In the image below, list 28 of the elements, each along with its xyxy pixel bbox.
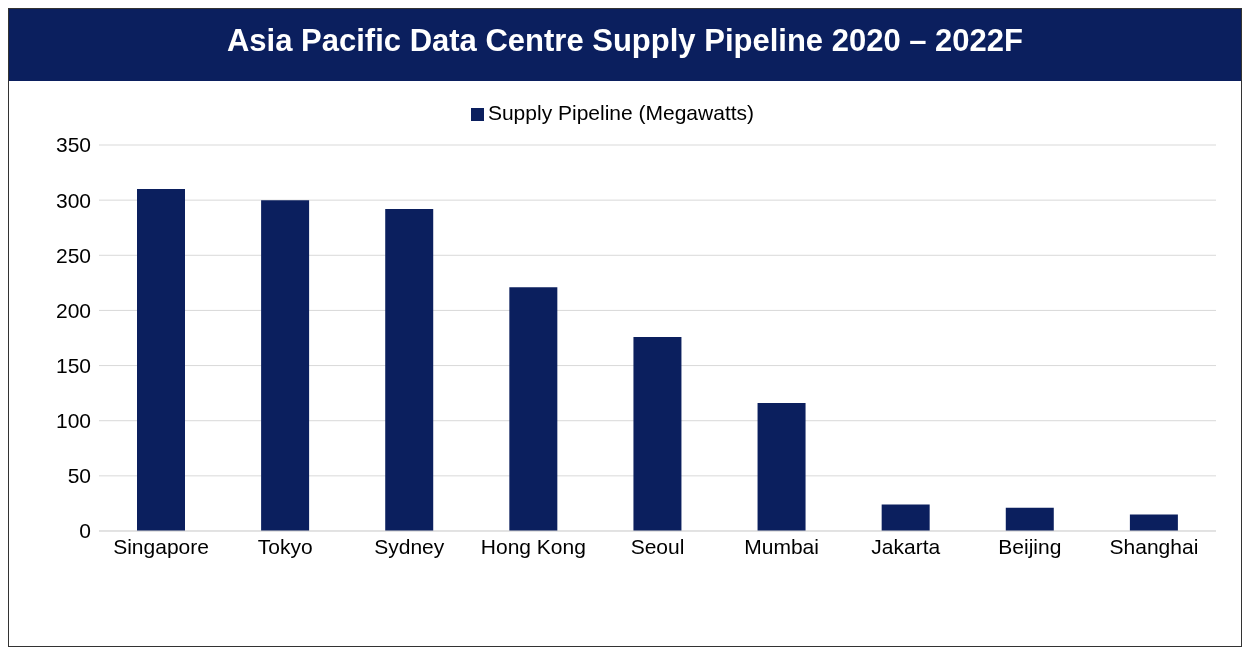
bar <box>261 200 310 531</box>
bar <box>633 336 682 531</box>
y-tick-label: 100 <box>55 409 91 433</box>
y-tick-label: 150 <box>55 354 91 378</box>
bar <box>509 287 558 531</box>
x-tick-label: Tokyo <box>257 534 313 558</box>
y-tick-label: 200 <box>55 298 91 322</box>
y-tick-label: 350 <box>55 133 91 157</box>
y-tick-label: 50 <box>67 464 91 488</box>
y-tick-label: 300 <box>55 188 91 212</box>
chart-title: Asia Pacific Data Centre Supply Pipeline 2020 – 2022F <box>9 9 1241 81</box>
x-tick-label: Mumbai <box>744 534 819 558</box>
x-tick-label: Shanghai <box>1109 534 1199 558</box>
legend-label: Supply Pipeline (Megawatts) <box>487 101 755 124</box>
bar <box>1005 507 1054 531</box>
x-tick-label: Beijing <box>998 534 1062 558</box>
y-tick-label: 250 <box>55 243 91 267</box>
bar <box>881 504 930 531</box>
x-tick-label: Singapore <box>113 534 209 558</box>
bar <box>137 189 185 531</box>
bar <box>757 403 806 531</box>
y-tick-label: 0 <box>79 519 91 543</box>
x-tick-label: Jakarta <box>871 534 941 558</box>
bar <box>1129 514 1178 531</box>
x-tick-label: Seoul <box>630 534 685 558</box>
bar <box>385 208 434 531</box>
x-tick-label: Sydney <box>374 534 445 558</box>
x-tick-label: Hong Kong <box>480 534 586 558</box>
